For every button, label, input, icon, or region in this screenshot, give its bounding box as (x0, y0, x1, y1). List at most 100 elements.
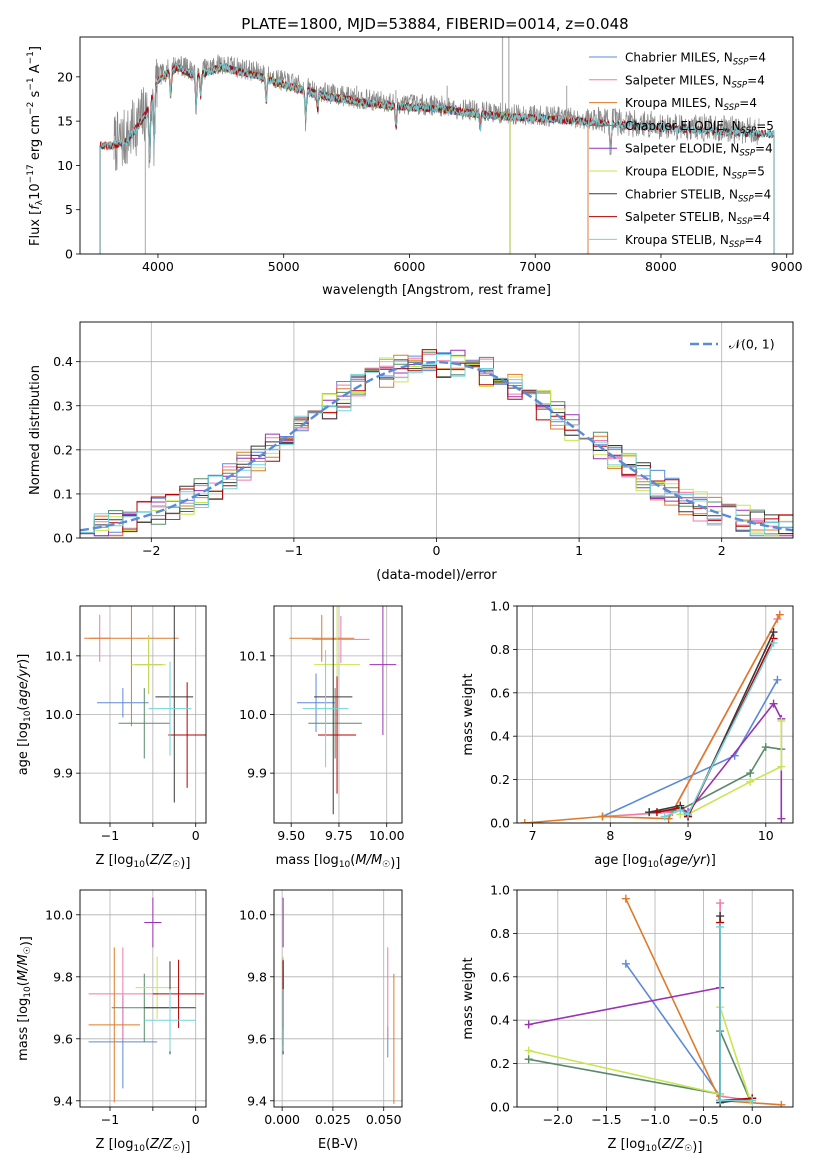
y-tick-label: 0.0 (490, 816, 510, 831)
y-tick-label: 10.0 (239, 907, 267, 922)
x-tick-label: 0.050 (366, 1112, 402, 1127)
x-axis-label: E(B-V) (318, 1137, 358, 1152)
spectrum-plot-area (99, 37, 775, 254)
series-line (528, 1006, 751, 1101)
y-tick-label: 0 (65, 247, 73, 262)
data-point-marker (621, 959, 630, 968)
errorbar-chabrier-miles (296, 673, 336, 733)
legend-entry: Kroupa STELIB, NSSP=4 (625, 233, 762, 250)
normal-distribution-curve (80, 360, 793, 532)
x-tick-label: 8 (606, 828, 614, 843)
data-point-marker (777, 717, 786, 726)
y-tick-label: 5 (65, 202, 73, 217)
x-axis-label: wavelength [Angstrom, rest frame] (322, 283, 551, 298)
x-axis-label: mass [log10(M/M☉)] (276, 853, 401, 871)
data-point-marker (652, 808, 661, 817)
errorbar-salpeter-elodie (144, 897, 162, 948)
axes-frame (516, 605, 794, 824)
x-tick-label: −1 (101, 1112, 119, 1127)
errorbar-chabrier-miles (97, 688, 149, 718)
y-tick-label: 9.4 (53, 1093, 73, 1108)
series-chabrier-stelib (716, 912, 757, 1107)
series-line (719, 926, 753, 1102)
x-tick-label: 0 (192, 828, 200, 843)
spectrum-legend: Chabrier MILES, NSSP=4 Salpeter MILES, NS… (589, 51, 774, 250)
series-chabrier-miles (598, 675, 782, 821)
y-tick-label: 0.8 (490, 642, 510, 657)
errorbar-salpeter-miles (88, 947, 158, 1041)
y-tick-label: 1.0 (490, 883, 510, 898)
data-point-marker (645, 808, 654, 817)
y-tick-label: 0.0 (53, 531, 73, 546)
data-point-marker (524, 1055, 533, 1064)
legend-entry: Chabrier MILES, NSSP=4 (625, 51, 766, 68)
legend-entry: Kroupa MILES, NSSP=4 (625, 96, 757, 113)
series-line (719, 922, 753, 1102)
y-tick-label: 0.0 (490, 1100, 510, 1115)
y-tick-label: 9.6 (247, 1031, 267, 1046)
histogram-kroupa-stelib (80, 353, 793, 538)
data-point-marker (524, 1046, 533, 1055)
errorbar-chabrier-elodie (308, 688, 362, 759)
x-axis-label: age [log10(age/yr)] (594, 853, 716, 870)
data-point-marker (777, 762, 786, 771)
series-line (524, 614, 781, 823)
series-line (719, 903, 753, 1102)
errorbar-salpeter-elodie (369, 606, 397, 736)
errorbar-kroupa-miles (289, 614, 355, 662)
axes-frame (79, 321, 794, 539)
x-tick-label: 9 (684, 828, 692, 843)
y-tick-label: 9.9 (247, 766, 267, 781)
legend-entry: Chabrier STELIB, NSSP=4 (625, 187, 771, 204)
x-axis-label: Z [log10(Z/Z☉)] (608, 1137, 703, 1155)
mass-vs-Z-plot-area (80, 890, 206, 1107)
errorbar-kroupa-elodie (131, 635, 166, 694)
series-line (602, 618, 779, 818)
y-tick-label: 0.4 (490, 1013, 510, 1028)
errorbar-kroupa-stelib (302, 649, 349, 768)
y-tick-label: 9.4 (247, 1093, 267, 1108)
x-tick-label: −1 (101, 828, 119, 843)
series-salpeter-elodie (524, 983, 725, 1029)
legend-entry: 𝒩(0, 1) (729, 337, 775, 352)
x-tick-label: 7 (529, 828, 537, 843)
age-vs-Z-plot-area (80, 606, 206, 823)
axes-frame (273, 889, 403, 1108)
x-tick-label: −1.5 (591, 1112, 621, 1127)
data-point-marker (769, 699, 778, 708)
x-tick-label: 9.50 (277, 828, 305, 843)
data-point-marker (716, 922, 725, 931)
y-tick-label: 1.0 (490, 599, 510, 614)
residuals-plot-area (80, 322, 793, 538)
y-tick-label: 0.2 (53, 442, 73, 457)
y-axis-label: age [log10(age/yr)] (16, 654, 33, 776)
axes-frame (516, 889, 794, 1108)
y-tick-label: 0.2 (490, 1056, 510, 1071)
y-tick-label: 0.8 (490, 926, 510, 941)
age-vs-Z-axes: −1 0 9.9 10.0 10.1 Z [log10(Z/Z☉)] age [log10(… (16, 605, 207, 871)
x-tick-label: −2 (142, 543, 160, 558)
x-tick-label: 1 (575, 543, 583, 558)
data-point-marker (524, 1020, 533, 1029)
x-tick-label: 6000 (394, 259, 426, 274)
legend-entry: Salpeter STELIB, NSSP=4 (625, 210, 770, 227)
data-point-marker (598, 812, 607, 821)
x-tick-label: 0 (433, 543, 441, 558)
errorbar-salpeter-stelib (152, 959, 205, 1028)
errorbar-salpeter-stelib (168, 682, 206, 788)
y-tick-label: 10.1 (239, 648, 267, 663)
residuals-axes: −2 −1 0 1 2 0.0 0.1 0.2 0.3 0.4 (data-model)/error… (28, 321, 794, 583)
y-axis-label: mass weight (461, 957, 476, 1039)
series-kroupa-miles (520, 610, 784, 823)
data-point-marker (773, 675, 782, 684)
data-point-marker (660, 812, 669, 821)
legend-entry: Salpeter MILES, NSSP=4 (625, 73, 765, 90)
x-tick-label: 5000 (268, 259, 300, 274)
x-tick-label: 0 (192, 1112, 200, 1127)
model-spectrum-kroupa-stelib (99, 63, 775, 254)
y-tick-label: 10.0 (45, 707, 73, 722)
y-tick-label: 15 (57, 114, 73, 129)
x-tick-label: 0.000 (264, 1112, 300, 1127)
errorbar-kroupa-miles (88, 947, 140, 1103)
errorbar-kroupa-elodie (135, 956, 179, 1019)
